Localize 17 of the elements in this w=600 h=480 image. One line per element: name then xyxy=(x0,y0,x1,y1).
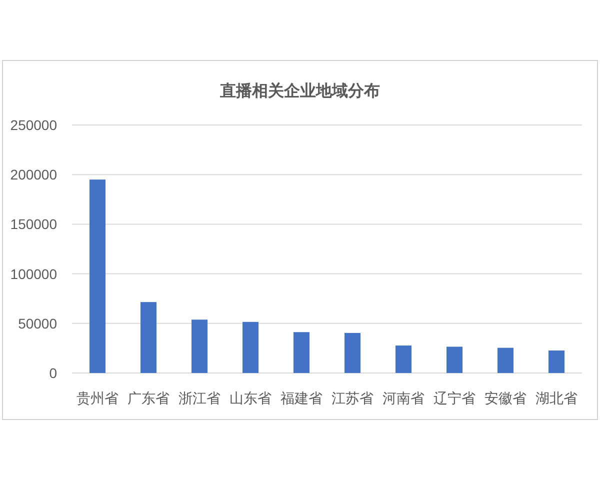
y-tick-label: 0 xyxy=(49,365,58,381)
y-tick-label: 100000 xyxy=(10,266,58,282)
title: 直播相关企业地域分布 xyxy=(220,81,380,100)
x-tick-label: 辽宁省 xyxy=(434,391,476,407)
x-tick-label: 广东省 xyxy=(128,391,170,407)
x-tick-label: 山东省 xyxy=(230,391,272,407)
x-tick-label: 安徽省 xyxy=(484,391,526,407)
y-tick-label: 200000 xyxy=(10,166,58,183)
y-tick-label: 150000 xyxy=(10,216,58,232)
x-tick-label: 江苏省 xyxy=(332,391,374,407)
x-tick-label: 河南省 xyxy=(382,391,424,407)
x-tick-label: 湖北省 xyxy=(536,391,578,407)
x-tick-label: 福建省 xyxy=(280,391,322,407)
y-tick-label: 250000 xyxy=(10,117,58,133)
x-tick-label: 浙江省 xyxy=(178,391,220,407)
x-tick-label: 贵州省 xyxy=(76,391,118,407)
y-tick-label: 50000 xyxy=(18,315,58,332)
